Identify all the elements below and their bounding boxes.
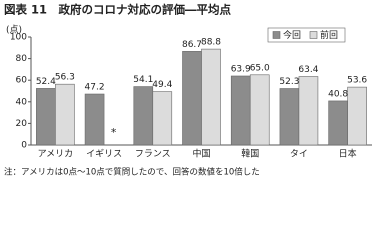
bar [328,100,348,146]
legend-label: 前回 [320,29,338,41]
bar [182,51,202,146]
value-label: 53.6 [347,76,367,86]
value-label: 88.8 [201,38,221,48]
bar [201,48,221,146]
legend-swatch [309,31,318,39]
value-label: 86.7 [182,40,202,50]
bar [152,91,173,146]
x-tick-label: 韓国 [241,149,259,160]
x-tick-label: タイ [290,149,308,160]
chart-title: 図表 11 政府のコロナ対応の評価―平均点 [4,3,232,17]
legend-label: 今回 [283,29,301,41]
y-tick-label: 40 [16,97,28,107]
value-label: 47.2 [85,83,105,93]
value-label: 54.1 [133,75,153,85]
value-label: 49.4 [152,80,172,90]
value-label: 63.4 [298,65,318,75]
x-tick-label: イギリス [86,149,122,160]
y-axis-label: (点) [6,25,22,36]
bar [55,83,75,146]
value-label: 52.3 [279,77,299,87]
value-label: 56.3 [55,73,75,83]
x-tick-label: フランス [135,149,171,160]
value-label: 52.4 [36,77,56,87]
bar [347,86,367,146]
bar [279,88,300,146]
y-tick-label: 100 [10,33,27,43]
bar [230,75,251,146]
footnote: 注：アメリカは0点～10点で質問したので、回答の数値を10倍した [4,167,260,178]
y-tick-label: 20 [16,119,28,129]
y-tick-label: 80 [16,54,28,64]
y-tick-label: 60 [16,76,28,86]
x-tick-label: 中国 [192,148,210,160]
legend-swatch [272,31,281,39]
bar [133,86,154,146]
chart: 図表 11 政府のコロナ対応の評価―平均点 (点) 注：アメリカは0点～10点で… [4,3,372,178]
bar [249,74,270,146]
y-tick-label: 0 [21,141,27,151]
bar [84,93,105,146]
x-tick-label: アメリカ [38,149,74,160]
value-label: 65.0 [250,63,270,73]
x-tick-label: 日本 [339,148,357,160]
bar [298,76,319,146]
value-label: 40.8 [328,89,348,99]
value-label: 63.9 [231,64,251,74]
legend-box [267,27,346,43]
bar [36,88,56,146]
value-label: * [111,126,117,139]
